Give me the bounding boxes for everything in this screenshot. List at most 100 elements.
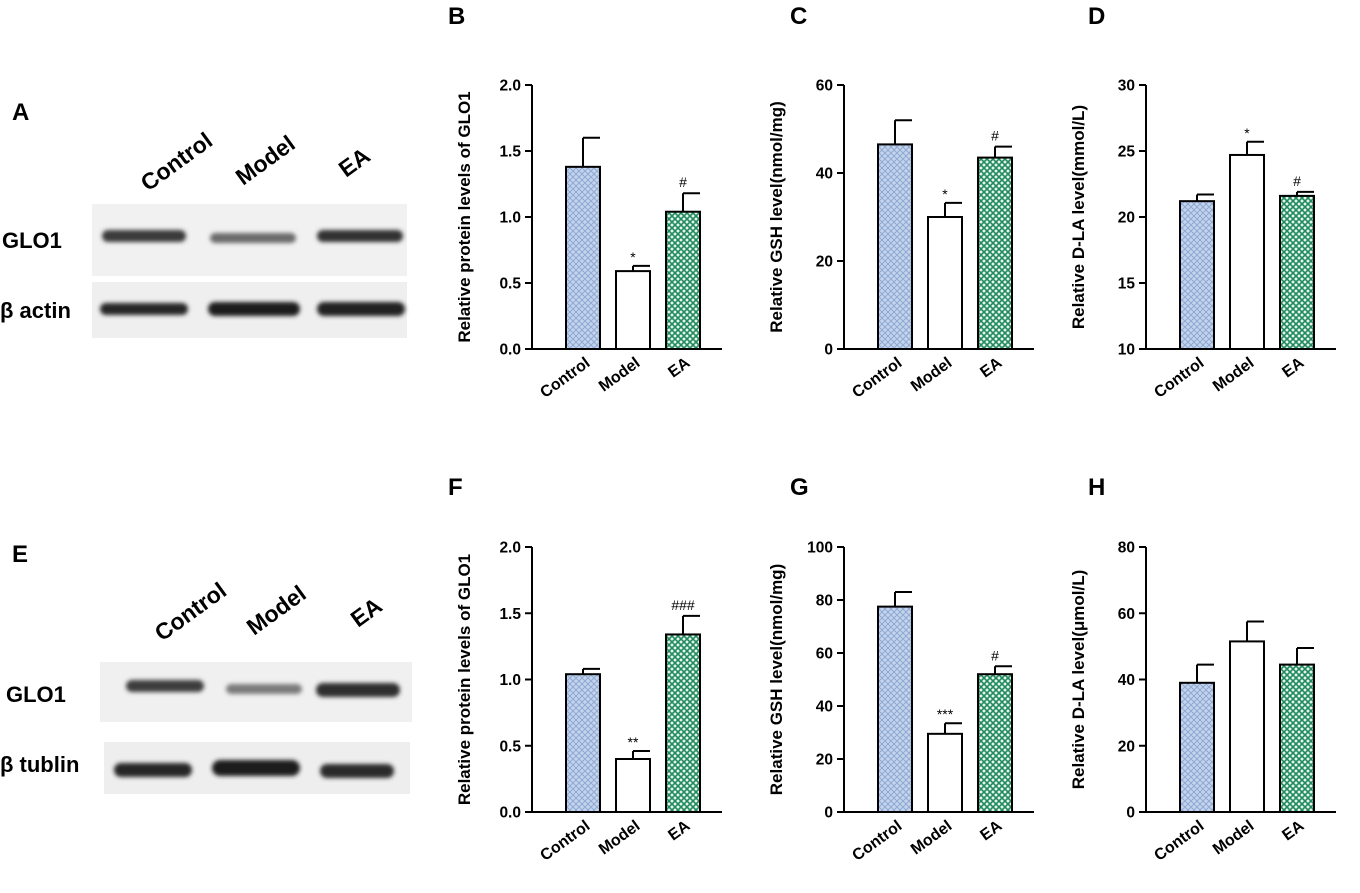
panel-label-b: B (448, 3, 465, 30)
bar-f-model (615, 758, 651, 813)
panel-label-h: H (1088, 474, 1105, 501)
y-tick-label-f: 1.5 (499, 606, 521, 623)
panel-e-blot: E Control Model EA GLO1 β tublin (0, 541, 412, 794)
y-tick-label-g: 0 (824, 805, 833, 822)
y-tick-label-f: 1.0 (499, 672, 521, 689)
bar-b-control (565, 165, 601, 350)
band-a-actin-ea (317, 302, 405, 316)
y-tick-label-g: 80 (816, 593, 833, 610)
panel-label-e: E (12, 541, 28, 568)
x-tick-label-f-model: Model (596, 817, 643, 858)
significance-d-ea: # (1293, 173, 1301, 189)
bar-g-ea (977, 673, 1013, 814)
panel-label-a: A (12, 99, 29, 126)
significance-b-model: * (630, 249, 636, 265)
y-tick-label-d: 15 (1118, 276, 1136, 293)
chart-h: H 0 20 40 60 80 Relative D-LA level(μmol/L) Con… (1069, 474, 1336, 865)
y-tick-label-g: 20 (816, 752, 833, 769)
panel-label-c: C (790, 3, 807, 30)
bar-h-ea (1279, 663, 1315, 813)
y-axis-title-g: Relative GSH level(nmol/mg) (767, 564, 786, 795)
x-tick-label-h-model: Model (1210, 817, 1257, 858)
significance-g-ea: # (991, 647, 999, 663)
y-tick-label-d: 20 (1118, 210, 1135, 227)
blot-e-lane-control: Control (150, 577, 231, 646)
x-tick-label-d-control: Control (1151, 354, 1207, 401)
bar-d-control (1179, 200, 1215, 350)
bar-f-ea (665, 633, 701, 814)
x-tick-label-d-model: Model (1210, 354, 1257, 395)
x-tick-label-g-control: Control (849, 817, 905, 864)
blot-e-row-glo1: GLO1 (6, 682, 66, 707)
bar-c-model (927, 216, 963, 350)
y-tick-label-b: 0.5 (499, 276, 521, 293)
x-tick-label-g-ea: EA (977, 817, 1005, 844)
x-tick-label-f-control: Control (537, 817, 593, 864)
blot-e-bands (114, 680, 400, 778)
x-tick-label-f-ea: EA (665, 817, 693, 844)
significance-b-ea: # (679, 174, 687, 190)
y-axis-title-b: Relative protein levels of GLO1 (455, 91, 474, 342)
y-tick-label-b: 2.0 (499, 78, 521, 95)
x-tick-label-b-control: Control (537, 354, 593, 401)
panel-label-f: F (448, 474, 463, 501)
blot-a-lane-control: Control (136, 127, 217, 196)
band-e-tublin-control (114, 763, 192, 777)
significance-c-ea: # (991, 128, 999, 144)
blot-e-lane-model: Model (242, 580, 311, 640)
x-tick-label-d-ea: EA (1279, 354, 1307, 381)
bar-b-ea (665, 210, 701, 350)
bar-f-control (565, 673, 601, 814)
y-axis-title-f: Relative protein levels of GLO1 (455, 554, 474, 805)
x-tick-label-h-ea: EA (1279, 817, 1307, 844)
bar-d-model (1229, 153, 1265, 350)
bar-charts: B 0.0 0.5 1.0 1.5 2.0 Relative protein levels … (448, 3, 1336, 865)
chart-f: F 0.0 0.5 1.0 1.5 2.0 Relative protein levels … (448, 474, 722, 865)
blot-a-bands (100, 230, 405, 316)
bar-g-control (877, 605, 913, 813)
y-tick-label-c: 40 (816, 166, 833, 183)
y-tick-label-h: 40 (1118, 672, 1135, 689)
y-tick-label-c: 20 (816, 254, 833, 271)
panel-label-g: G (790, 474, 809, 501)
x-tick-label-b-ea: EA (665, 354, 693, 381)
significance-g-model: *** (937, 706, 954, 722)
bar-c-control (877, 143, 913, 350)
y-tick-label-b: 1.5 (499, 144, 521, 161)
bar-g-model (927, 732, 963, 814)
chart-c: C 0 20 40 60 Relative GSH level(nmol/mg) Contr… (767, 3, 1034, 402)
band-e-glo1-ea (316, 683, 400, 697)
bar-b-model (615, 270, 651, 350)
x-tick-label-c-ea: EA (977, 354, 1005, 381)
bar-h-control (1179, 681, 1215, 813)
panel-a-blot: A Control Model EA GLO1 β actin (0, 99, 407, 338)
significance-f-ea: ### (671, 597, 695, 613)
y-tick-label-f: 0.5 (499, 738, 521, 755)
band-a-actin-control (100, 303, 188, 315)
band-e-glo1-control (126, 680, 204, 692)
bar-h-model (1229, 640, 1265, 813)
band-a-glo1-model (210, 233, 296, 243)
y-tick-label-h: 60 (1118, 606, 1135, 623)
x-tick-label-c-model: Model (908, 354, 955, 395)
band-e-tublin-model (212, 760, 300, 776)
panel-label-d: D (1088, 3, 1105, 30)
y-tick-label-h: 80 (1118, 540, 1135, 557)
blot-a-row-actin: β actin (0, 298, 71, 323)
blot-e-lane-ea: EA (346, 592, 387, 632)
blot-e-row-tublin: β tublin (0, 752, 79, 777)
blot-a-lane-ea: EA (334, 142, 375, 182)
y-tick-label-d: 25 (1118, 144, 1136, 161)
y-axis-title-c: Relative GSH level(nmol/mg) (767, 101, 786, 332)
y-tick-label-g: 100 (807, 540, 833, 557)
band-e-glo1-model (226, 684, 302, 694)
band-e-tublin-ea (320, 764, 394, 778)
bar-d-ea (1279, 194, 1315, 350)
y-tick-label-b: 1.0 (499, 210, 521, 227)
y-tick-label-f: 2.0 (499, 540, 521, 557)
chart-g: G 0 20 40 60 80 100 Relative GSH level(nmol/mg)… (767, 474, 1034, 865)
y-tick-label-d: 10 (1118, 342, 1135, 359)
y-tick-label-g: 40 (816, 699, 833, 716)
blot-a-lane-model: Model (231, 130, 300, 190)
chart-d: D 10 15 20 25 30 Relative D-LA level(mmol/L) Co… (1069, 3, 1336, 402)
